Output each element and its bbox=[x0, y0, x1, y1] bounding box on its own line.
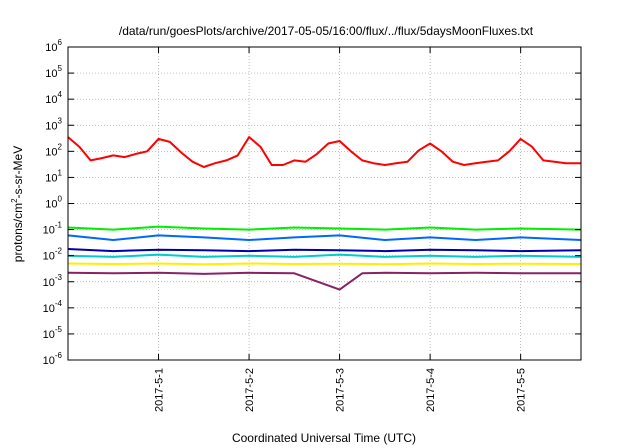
x-axis-ticks: 2017-5-1 2017-5-2 2017-5-3 2017-5-4 2017-5-5 bbox=[154, 47, 528, 412]
y-tick-label: 10-1 bbox=[43, 221, 63, 237]
y-tick-label: 10-5 bbox=[43, 325, 63, 341]
y-tick-label: 105 bbox=[45, 64, 62, 80]
series-line-5 bbox=[67, 253, 582, 258]
series-line-7 bbox=[67, 271, 581, 291]
x-tick-label: 2017-5-3 bbox=[335, 368, 347, 412]
x-tick-label: 2017-5-5 bbox=[516, 368, 528, 412]
y-tick-label: 10-2 bbox=[43, 247, 63, 263]
plot-frame bbox=[67, 46, 582, 361]
y-tick-label: 100 bbox=[45, 195, 62, 211]
x-tick-label: 2017-5-1 bbox=[154, 368, 166, 412]
x-tick-label: 2017-5-2 bbox=[244, 368, 256, 412]
x-axis-label: Coordinated Universal Time (UTC) bbox=[232, 431, 416, 445]
series-line-1 bbox=[67, 136, 581, 168]
grid-lines bbox=[68, 47, 581, 360]
y-tick-label: 102 bbox=[45, 142, 62, 158]
series-line-4 bbox=[67, 248, 582, 253]
y-tick-label: 106 bbox=[45, 38, 62, 54]
y-tick-label: 10-4 bbox=[43, 299, 63, 315]
y-tick-label: 101 bbox=[45, 168, 62, 184]
y-axis-label: protons/cm2-s-sr-MeV bbox=[10, 146, 25, 262]
series-line-3 bbox=[67, 234, 582, 241]
y-axis-ticks: 10-6 10-5 10-4 10-3 10-2 10-1 100 101 102 103 104 1… bbox=[43, 38, 581, 367]
y-tick-label: 103 bbox=[45, 116, 62, 132]
y-tick-label: 104 bbox=[45, 90, 62, 106]
x-tick-label: 2017-5-4 bbox=[425, 368, 437, 412]
y-tick-label: 10-3 bbox=[43, 273, 63, 289]
y-tick-label: 10-6 bbox=[43, 351, 63, 367]
data-series bbox=[67, 136, 582, 291]
series-line-2 bbox=[67, 225, 582, 231]
series-line-6 bbox=[67, 262, 582, 266]
chart-title: /data/run/goesPlots/archive/2017-05-05/1… bbox=[119, 24, 534, 38]
